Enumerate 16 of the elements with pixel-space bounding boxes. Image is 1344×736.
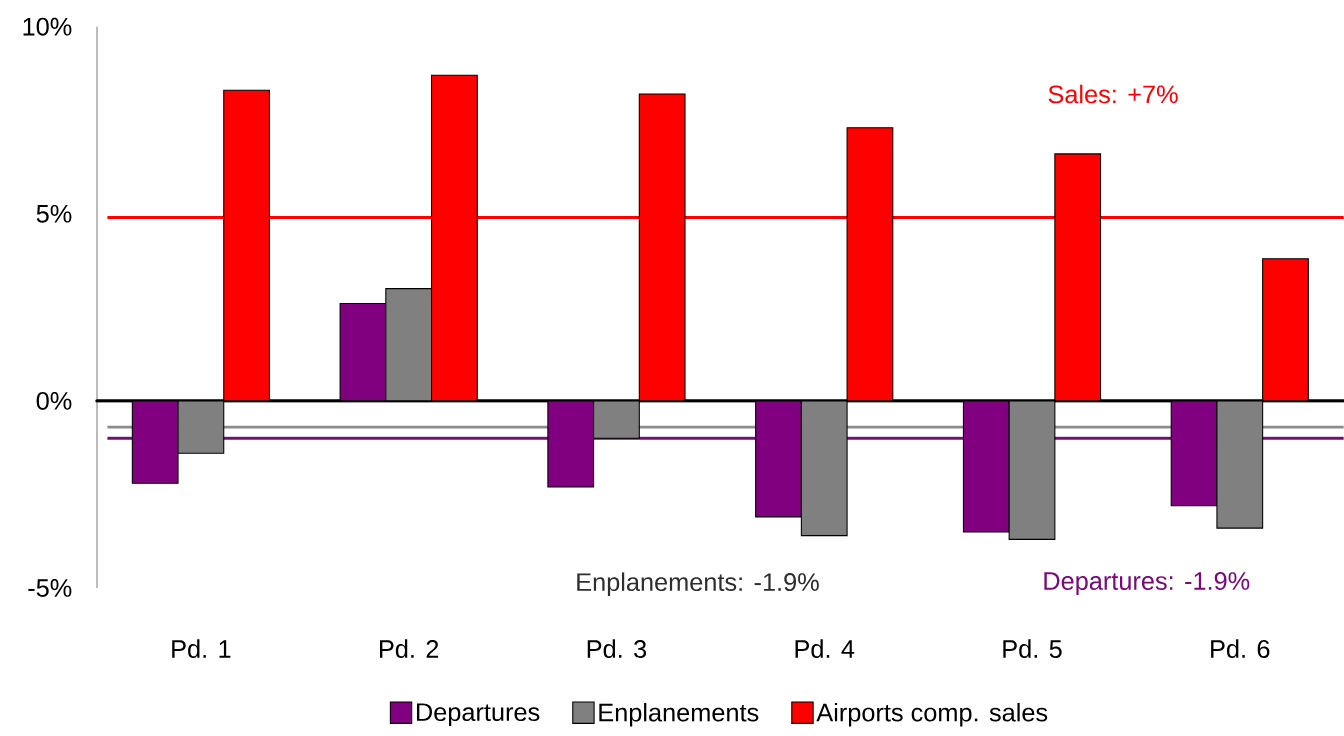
annotation: Sales: +7% <box>1048 84 1178 104</box>
legend-label: Enplanements <box>599 702 759 727</box>
y-tick-label: 0% <box>36 391 72 410</box>
legend-label: Departures <box>416 703 540 727</box>
legend-label: Airports comp. sales <box>816 702 1048 727</box>
annotation: Departures: -1.9% <box>1044 572 1250 595</box>
y-tick-label: 10% <box>23 17 72 36</box>
y-tick-label: 5% <box>36 204 72 223</box>
x-tick-label: Pd. 2 <box>379 639 439 658</box>
x-tick-label: Pd. 6 <box>1211 639 1270 658</box>
x-tick-label: Pd. 3 <box>587 639 647 658</box>
x-tick-label: Pd. 1 <box>172 639 231 658</box>
y-tick-label: -5% <box>28 579 72 597</box>
annotation: Enplanements: -1.9% <box>577 572 819 597</box>
x-tick-label: Pd. 4 <box>795 639 855 658</box>
x-tick-label: Pd. 5 <box>1003 639 1062 658</box>
